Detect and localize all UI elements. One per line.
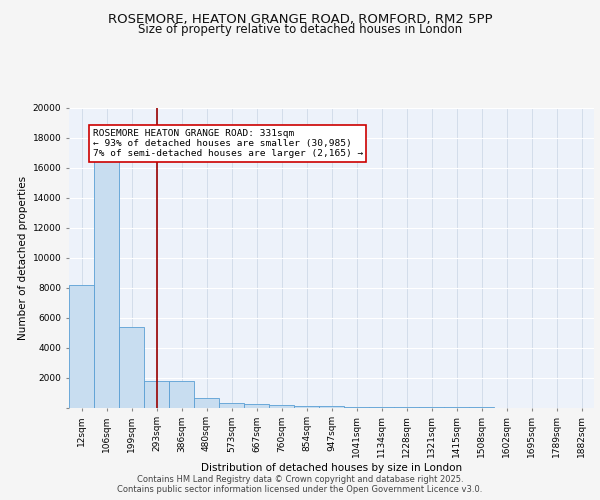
Y-axis label: Number of detached properties: Number of detached properties — [19, 176, 28, 340]
Bar — [344, 407, 369, 408]
Bar — [94, 157, 119, 407]
Text: Size of property relative to detached houses in London: Size of property relative to detached ho… — [138, 22, 462, 36]
Bar — [219, 402, 244, 407]
Text: Contains HM Land Registry data © Crown copyright and database right 2025.
Contai: Contains HM Land Registry data © Crown c… — [118, 474, 482, 494]
Text: ROSEMORE, HEATON GRANGE ROAD, ROMFORD, RM2 5PP: ROSEMORE, HEATON GRANGE ROAD, ROMFORD, R… — [107, 12, 493, 26]
Bar — [194, 398, 219, 407]
Bar — [269, 405, 294, 407]
Text: ROSEMORE HEATON GRANGE ROAD: 331sqm
← 93% of detached houses are smaller (30,985: ROSEMORE HEATON GRANGE ROAD: 331sqm ← 93… — [93, 128, 363, 158]
Bar — [294, 406, 319, 407]
Bar — [69, 284, 94, 408]
Bar — [244, 404, 269, 407]
Bar — [144, 380, 169, 407]
Bar — [169, 380, 194, 407]
Bar — [119, 326, 144, 407]
Bar — [319, 406, 344, 408]
X-axis label: Distribution of detached houses by size in London: Distribution of detached houses by size … — [201, 463, 462, 473]
